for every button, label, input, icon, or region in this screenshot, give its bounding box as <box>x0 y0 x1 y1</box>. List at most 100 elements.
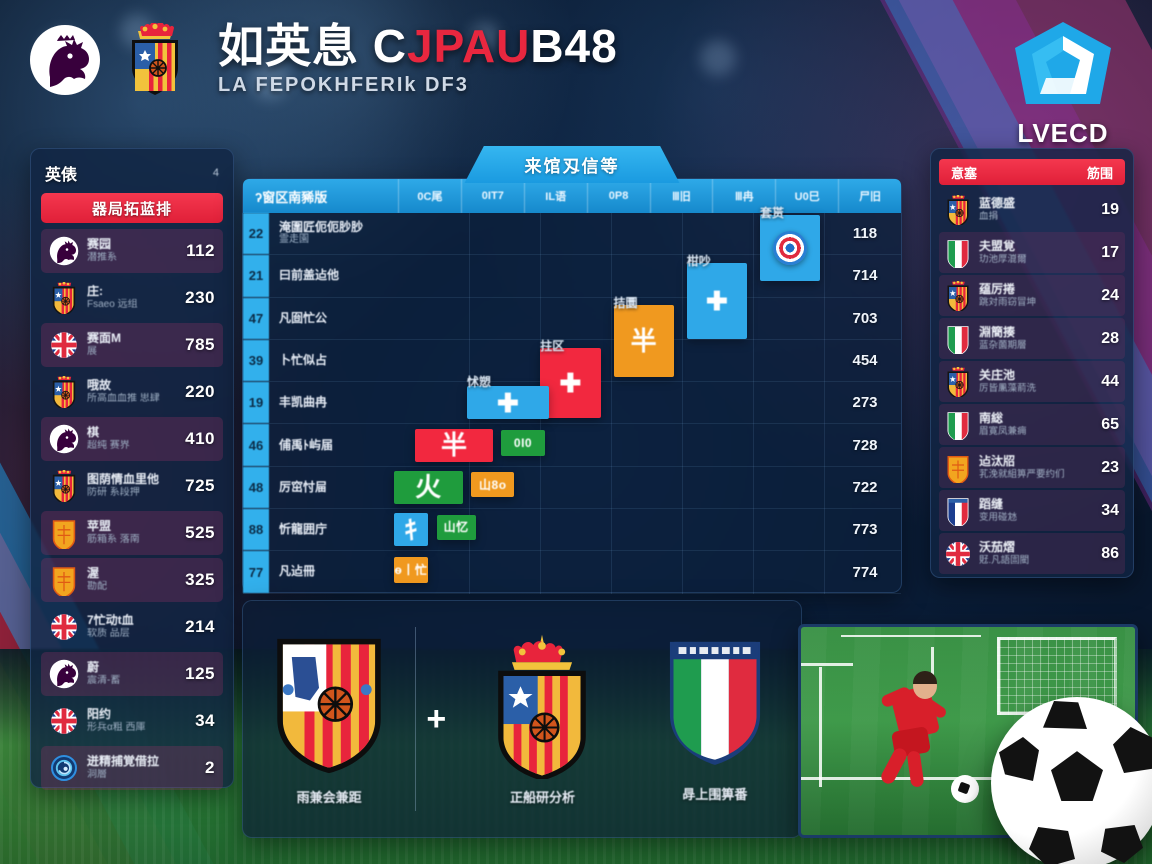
crest-item-1[interactable]: 雨兼会兼距 <box>243 633 415 806</box>
chart-row-name: 忻龍囲庁 <box>279 522 328 537</box>
left-standings-row[interactable]: 庄: Fsaeo 远组 230 <box>41 276 223 320</box>
right-standings-row[interactable]: 南総 眉寛凤兼痈 65 <box>939 404 1125 445</box>
team-badge <box>49 423 79 455</box>
yellow-red-shield-crest-icon <box>947 280 969 311</box>
team-badge <box>49 376 79 408</box>
chart-bar[interactable]: ｷ <box>393 513 429 547</box>
chart-bar-secondary[interactable]: 山忆 <box>436 514 476 540</box>
left-standings-row[interactable]: 渥 勘配 325 <box>41 558 223 602</box>
bar-glyph: 0I0 <box>513 436 533 451</box>
chart-row[interactable]: 46 俌禹ﾄ屿届 半 0I0 728 <box>243 424 901 467</box>
premier-league-lion-crest-icon <box>49 659 79 689</box>
right-standings-row[interactable]: 沃茄熠 覎.凡語圁閵 86 <box>939 533 1125 574</box>
right-standings-row[interactable]: 淵簡揍 蓝杂薗期層 28 <box>939 318 1125 359</box>
team-value: 230 <box>185 288 215 307</box>
bar-glyph: 火 <box>415 472 442 503</box>
right-standings-row[interactable]: 蓝德盛 血捐 19 <box>939 189 1125 230</box>
team-subtitle: 超纯 赛界 <box>87 439 130 451</box>
crest-item-3[interactable]: 冔上围箅番 <box>629 636 801 803</box>
left-standings-row[interactable]: 苹盟 筋箱系 落南 525 <box>41 511 223 555</box>
chart-row-value: 703 <box>852 309 878 327</box>
crest-item-3-caption: 冔上围箅番 <box>682 786 748 802</box>
team-badge <box>945 366 971 397</box>
left-standings-row[interactable]: 赛园 潜推系 112 <box>41 229 223 273</box>
left-standings-row[interactable]: 迸精捕覚借拉 洞層 2 <box>41 746 223 790</box>
chart-column-header: U0巳 <box>775 179 838 213</box>
right-standings-row[interactable]: 蕴厉捲 跳対雨窃冒坤 24 <box>939 275 1125 316</box>
left-standings-row[interactable]: 7忙动t血 软质 品层 214 <box>41 605 223 649</box>
right-panel-list: 蓝德盛 血捐 19 夫盟覍 玏池厚潉爾 17 <box>931 189 1133 574</box>
chart-row-label: 凡迠冊 <box>269 565 398 578</box>
chart-gridline <box>681 213 683 594</box>
blue-circle-crest-icon <box>51 755 77 781</box>
chart-row-plot: ｷ 山忆 <box>393 509 829 550</box>
chart-bar[interactable]: 火 <box>393 470 463 504</box>
page-subtitle: LA FEPOKHFERIk DF3 <box>218 74 469 97</box>
team-name: 关庄池 <box>979 368 1016 382</box>
team-subtitle: 变用碰沊 <box>979 511 1018 523</box>
team-subtitle: 防研 系段押 <box>87 486 140 498</box>
chart-bar[interactable] <box>760 214 821 281</box>
bar-glyph: 半 <box>630 326 657 357</box>
team-badge <box>49 658 79 690</box>
team-value: 410 <box>185 429 215 448</box>
chart-row[interactable]: 48 厉窋忖屇 火 山8o 722 <box>243 466 901 510</box>
chart-row-label: 丰凯曲冉 <box>269 396 398 409</box>
right-standings-row[interactable]: 蹈缝 变用碰沊 34 <box>939 490 1125 531</box>
chart-bar[interactable]: ✚ <box>686 262 748 340</box>
left-panel-header: 英俵 4 <box>31 157 233 193</box>
team-value: 34 <box>195 711 215 730</box>
bar-glyph: 半 <box>441 430 468 461</box>
chart-bar[interactable]: 半 <box>415 428 493 462</box>
left-standings-row[interactable]: 哦故 所高血血推 思肆 220 <box>41 370 223 414</box>
team-text: 7忙动t血 软质 品层 <box>87 614 177 640</box>
chart-row[interactable]: 47 凡囼忙公 半 拮圜 703 <box>243 296 901 378</box>
premier-league-lion-crest-icon <box>28 23 102 97</box>
team-name: 淵簡揍 <box>979 325 1016 339</box>
chart-bar-secondary[interactable]: 山8o <box>471 471 515 498</box>
left-standings-row[interactable]: 阳约 形兵α粗 西庫 34 <box>41 699 223 743</box>
team-badge <box>945 453 971 483</box>
right-standings-row[interactable]: 迠汰牊 芤浼就組箅严要约们 23 <box>939 447 1125 488</box>
crest-comparison-panel: 雨兼会兼距 + <box>242 600 802 838</box>
left-standings-row[interactable]: 蔚 震清-蓄 125 <box>41 652 223 696</box>
team-badge <box>945 496 971 526</box>
chart-row[interactable]: 77 凡迠冊 ѳ丨忙 774 <box>243 551 901 594</box>
title-jpau: JPAU <box>407 20 531 72</box>
chart-row-value: 774 <box>852 563 878 581</box>
crest-item-2[interactable]: 正船研分析 <box>456 633 628 806</box>
page-title: 如英息 CJPAUB48 <box>218 22 618 70</box>
team-badge <box>49 517 79 549</box>
chart-row[interactable]: 39 卜忙似占 ✚ 拄区 454 <box>243 339 901 419</box>
left-standings-row[interactable]: 棋 超纯 赛界 410 <box>41 417 223 461</box>
right-standings-row[interactable]: 关庄池 厉皆凲藻葥洗 44 <box>939 361 1125 402</box>
chart-row[interactable]: 22 淹圍匠伌伌䏚䏚 霊走園 套贳 118 <box>243 206 901 281</box>
chart-bar[interactable]: 半 <box>613 305 674 378</box>
italy-shield-crest-icon <box>947 239 969 268</box>
chart-bar[interactable]: ✚ <box>540 348 601 419</box>
chart-row[interactable]: 19 丰凯曲冉 ✚ 怵愬 273 <box>243 375 901 425</box>
team-value: 65 <box>1101 415 1119 433</box>
title-b48: B48 <box>530 20 618 72</box>
orange-shield-crest-icon <box>52 520 76 549</box>
chart-bar-label: 怵愬 <box>466 375 491 390</box>
chart-row-rank: 77 <box>243 551 269 593</box>
chart-gridline <box>823 213 825 594</box>
left-standings-row[interactable]: 赛面M 展 785 <box>41 323 223 367</box>
team-value: 725 <box>185 476 215 495</box>
chart-bar[interactable]: ✚ <box>466 386 549 420</box>
left-standings-row[interactable]: 图荫情血里他 防研 系段押 725 <box>41 464 223 508</box>
union-jack-shield-crest-icon <box>51 708 77 734</box>
chart-row[interactable]: 21 曰前盖迠他 ✚ 柑吵 714 <box>243 254 901 340</box>
chart-row-rank: 39 <box>243 339 269 382</box>
right-standings-row[interactable]: 夫盟覍 玏池厚潉爾 17 <box>939 232 1125 273</box>
chart-row[interactable]: 88 忻龍囲庁 ｷ 山忆 773 <box>243 509 901 552</box>
team-text: 夫盟覍 玏池厚潉爾 <box>979 240 1093 265</box>
team-text: 苹盟 筋箱系 落南 <box>87 520 177 546</box>
chart-row-rank: 48 <box>243 466 269 509</box>
italy-shield-crest-icon <box>947 325 969 354</box>
orange-shield-crest-icon <box>947 455 969 483</box>
chart-bar[interactable]: ѳ丨忙 <box>393 557 429 583</box>
chart-bar-secondary[interactable]: 0I0 <box>501 430 545 456</box>
yellow-red-shield-crest-icon <box>947 366 969 397</box>
